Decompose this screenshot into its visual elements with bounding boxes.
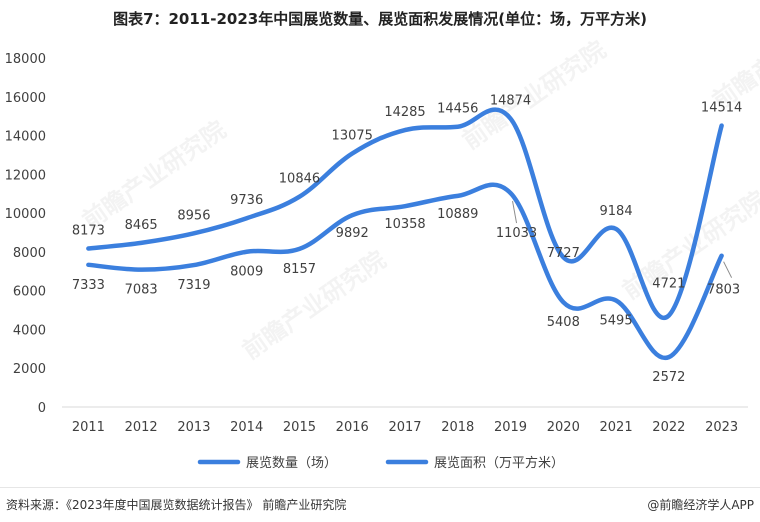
leader-line xyxy=(512,200,518,224)
brand-credit: @前瞻经济学人APP xyxy=(647,498,754,512)
data-label-count: 14456 xyxy=(437,102,478,117)
x-tick-label: 2011 xyxy=(72,420,105,435)
data-label-area: 11033 xyxy=(496,226,537,241)
x-tick-label: 2015 xyxy=(283,420,316,435)
x-tick-label: 2018 xyxy=(441,420,474,435)
x-tick-label: 2014 xyxy=(230,420,263,435)
x-tick-label: 2023 xyxy=(705,420,738,435)
chart-title: 图表7：2011-2023年中国展览数量、展览面积发展情况(单位：场，万平方米) xyxy=(113,10,647,28)
data-label-count: 8173 xyxy=(72,224,105,239)
data-label-count: 13075 xyxy=(332,128,373,143)
data-label-area: 2572 xyxy=(652,370,685,385)
data-label-count: 4721 xyxy=(652,276,685,291)
legend-label: 展览面积（万平方米） xyxy=(434,455,564,471)
y-tick-label: 2000 xyxy=(13,362,46,377)
series-lines xyxy=(86,107,724,361)
x-tick-label: 2020 xyxy=(547,420,580,435)
data-label-count: 14874 xyxy=(490,94,531,109)
y-tick-label: 16000 xyxy=(5,91,46,106)
data-label-area: 9892 xyxy=(336,226,369,241)
data-label-area: 8157 xyxy=(283,262,316,277)
data-label-count: 10846 xyxy=(279,172,320,187)
x-tick-label: 2016 xyxy=(336,420,369,435)
data-label-area: 7333 xyxy=(72,278,105,293)
x-tick-label: 2012 xyxy=(125,420,158,435)
data-label-area: 7803 xyxy=(707,283,740,298)
x-tick-label: 2019 xyxy=(494,420,527,435)
y-tick-label: 18000 xyxy=(5,52,46,67)
data-label-count: 14285 xyxy=(384,105,425,120)
x-tick-label: 2013 xyxy=(177,420,210,435)
data-label-area: 5408 xyxy=(547,315,580,330)
x-tick-label: 2022 xyxy=(652,420,685,435)
data-label-area: 10889 xyxy=(437,207,478,222)
data-label-count: 7727 xyxy=(547,246,580,261)
data-label-area: 7319 xyxy=(177,278,210,293)
data-label-area: 8009 xyxy=(230,265,263,280)
legend-label: 展览数量（场） xyxy=(246,455,337,471)
footer-divider xyxy=(0,487,760,488)
x-tick-label: 2017 xyxy=(388,420,421,435)
x-tick-label: 2021 xyxy=(600,420,633,435)
y-tick-label: 10000 xyxy=(5,207,46,222)
legend: 展览数量（场） 展览面积（万平方米） xyxy=(197,455,564,471)
source-note: 资料来源：《2023年度中国展览数据统计报告》 前瞻产业研究院 xyxy=(6,498,347,512)
watermark-text: 前瞻产业研究院 xyxy=(457,36,611,155)
data-label-area: 7083 xyxy=(125,283,158,298)
series-line-1 xyxy=(86,107,724,321)
data-labels: 8173 8465 8956 9736 10846 13075 14285 14456 1487… xyxy=(72,94,742,386)
data-label-area: 10358 xyxy=(384,217,425,232)
leader-line xyxy=(723,261,733,278)
y-tick-label: 0 xyxy=(38,401,46,416)
data-label-count: 8956 xyxy=(177,208,210,223)
y-tick-label: 6000 xyxy=(13,285,46,300)
data-label-area: 5495 xyxy=(600,313,633,328)
watermark-text: 前瞻产业研究院 xyxy=(707,0,760,115)
y-tick-label: 14000 xyxy=(5,130,46,145)
series-line-2 xyxy=(86,182,724,361)
y-tick-label: 12000 xyxy=(5,168,46,183)
watermark-layer: 前瞻产业研究院前瞻产业研究院前瞻产业研究院前瞻产业研究院前瞻产业研究院 xyxy=(77,0,760,365)
data-label-count: 8465 xyxy=(125,218,158,233)
axes: 0 2000 4000 6000 8000 10000 12000 14000 16000 180… xyxy=(5,52,748,435)
y-tick-label: 8000 xyxy=(13,246,46,261)
data-label-count: 9184 xyxy=(600,204,633,219)
data-label-count: 14514 xyxy=(701,101,742,116)
data-label-count: 9736 xyxy=(230,193,263,208)
y-tick-label: 4000 xyxy=(13,323,46,338)
